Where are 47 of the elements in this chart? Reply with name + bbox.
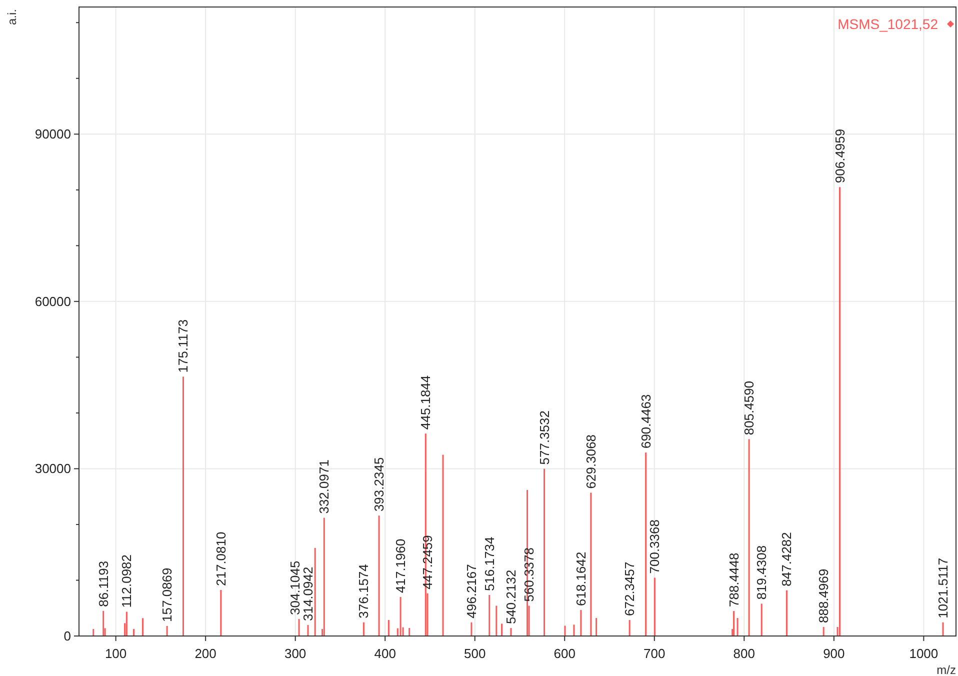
- annotation: 788.4448: [726, 552, 742, 608]
- annotation: 618.1642: [573, 552, 588, 606]
- x-tick-label: 200: [194, 646, 216, 661]
- annotation: 700.3368: [647, 519, 662, 574]
- annotation: 805.4590: [742, 380, 757, 436]
- annotation: 906.4959: [832, 128, 848, 184]
- y-tick-label: 90000: [34, 126, 71, 142]
- x-tick-label: 400: [374, 646, 396, 661]
- y-tick-label: 0: [64, 628, 71, 644]
- x-tick-label: 700: [644, 646, 666, 661]
- annotation: 672.3457: [622, 562, 638, 616]
- annotation: 112.0982: [119, 554, 134, 608]
- annotation: 86.1193: [96, 560, 111, 607]
- annotation: 847.4282: [779, 532, 794, 586]
- annotation: 496.2167: [464, 564, 479, 618]
- x-tick-label: 300: [284, 646, 306, 661]
- x-tick-label: 500: [464, 646, 486, 661]
- x-tick-label: 100: [104, 646, 127, 661]
- x-tick-label: 800: [733, 646, 756, 661]
- annotation: 217.0810: [213, 532, 228, 586]
- annotation: 376.1574: [356, 564, 372, 618]
- annotation: 304.1045: [287, 560, 302, 615]
- y-axis-title: a.i.: [5, 9, 19, 26]
- annotation: 577.3532: [536, 410, 552, 465]
- annotation: 1021.5117: [935, 558, 950, 618]
- y-tick-label: 60000: [34, 294, 71, 309]
- annotation: 540.2132: [503, 570, 518, 624]
- annotation: 157.0869: [160, 568, 175, 622]
- annotation: 888.4969: [816, 568, 832, 624]
- x-tick-label: 1000: [909, 646, 938, 661]
- y-tick-label: 30000: [34, 461, 71, 476]
- annotation: 314.0942: [300, 566, 316, 622]
- x-tick-label: 600: [554, 646, 576, 661]
- annotation: 516.1734: [482, 536, 497, 592]
- x-axis-title: m/z: [936, 663, 956, 676]
- x-tick-label: 900: [823, 646, 845, 661]
- annotation: 819.4308: [754, 545, 770, 600]
- legend-label: MSMS_1021,52: [838, 16, 938, 32]
- annotation: 332.0971: [316, 460, 332, 514]
- annotation: 690.4463: [638, 394, 654, 449]
- annotation: 629.3068: [583, 434, 598, 489]
- annotation: 393.2345: [372, 457, 387, 512]
- annotation: 417.1960: [393, 538, 408, 593]
- annotation: 560.3378: [522, 547, 537, 602]
- annotation: 447.2459: [420, 535, 436, 590]
- annotation: 445.1844: [418, 375, 434, 430]
- annotation: 175.1173: [176, 319, 191, 373]
